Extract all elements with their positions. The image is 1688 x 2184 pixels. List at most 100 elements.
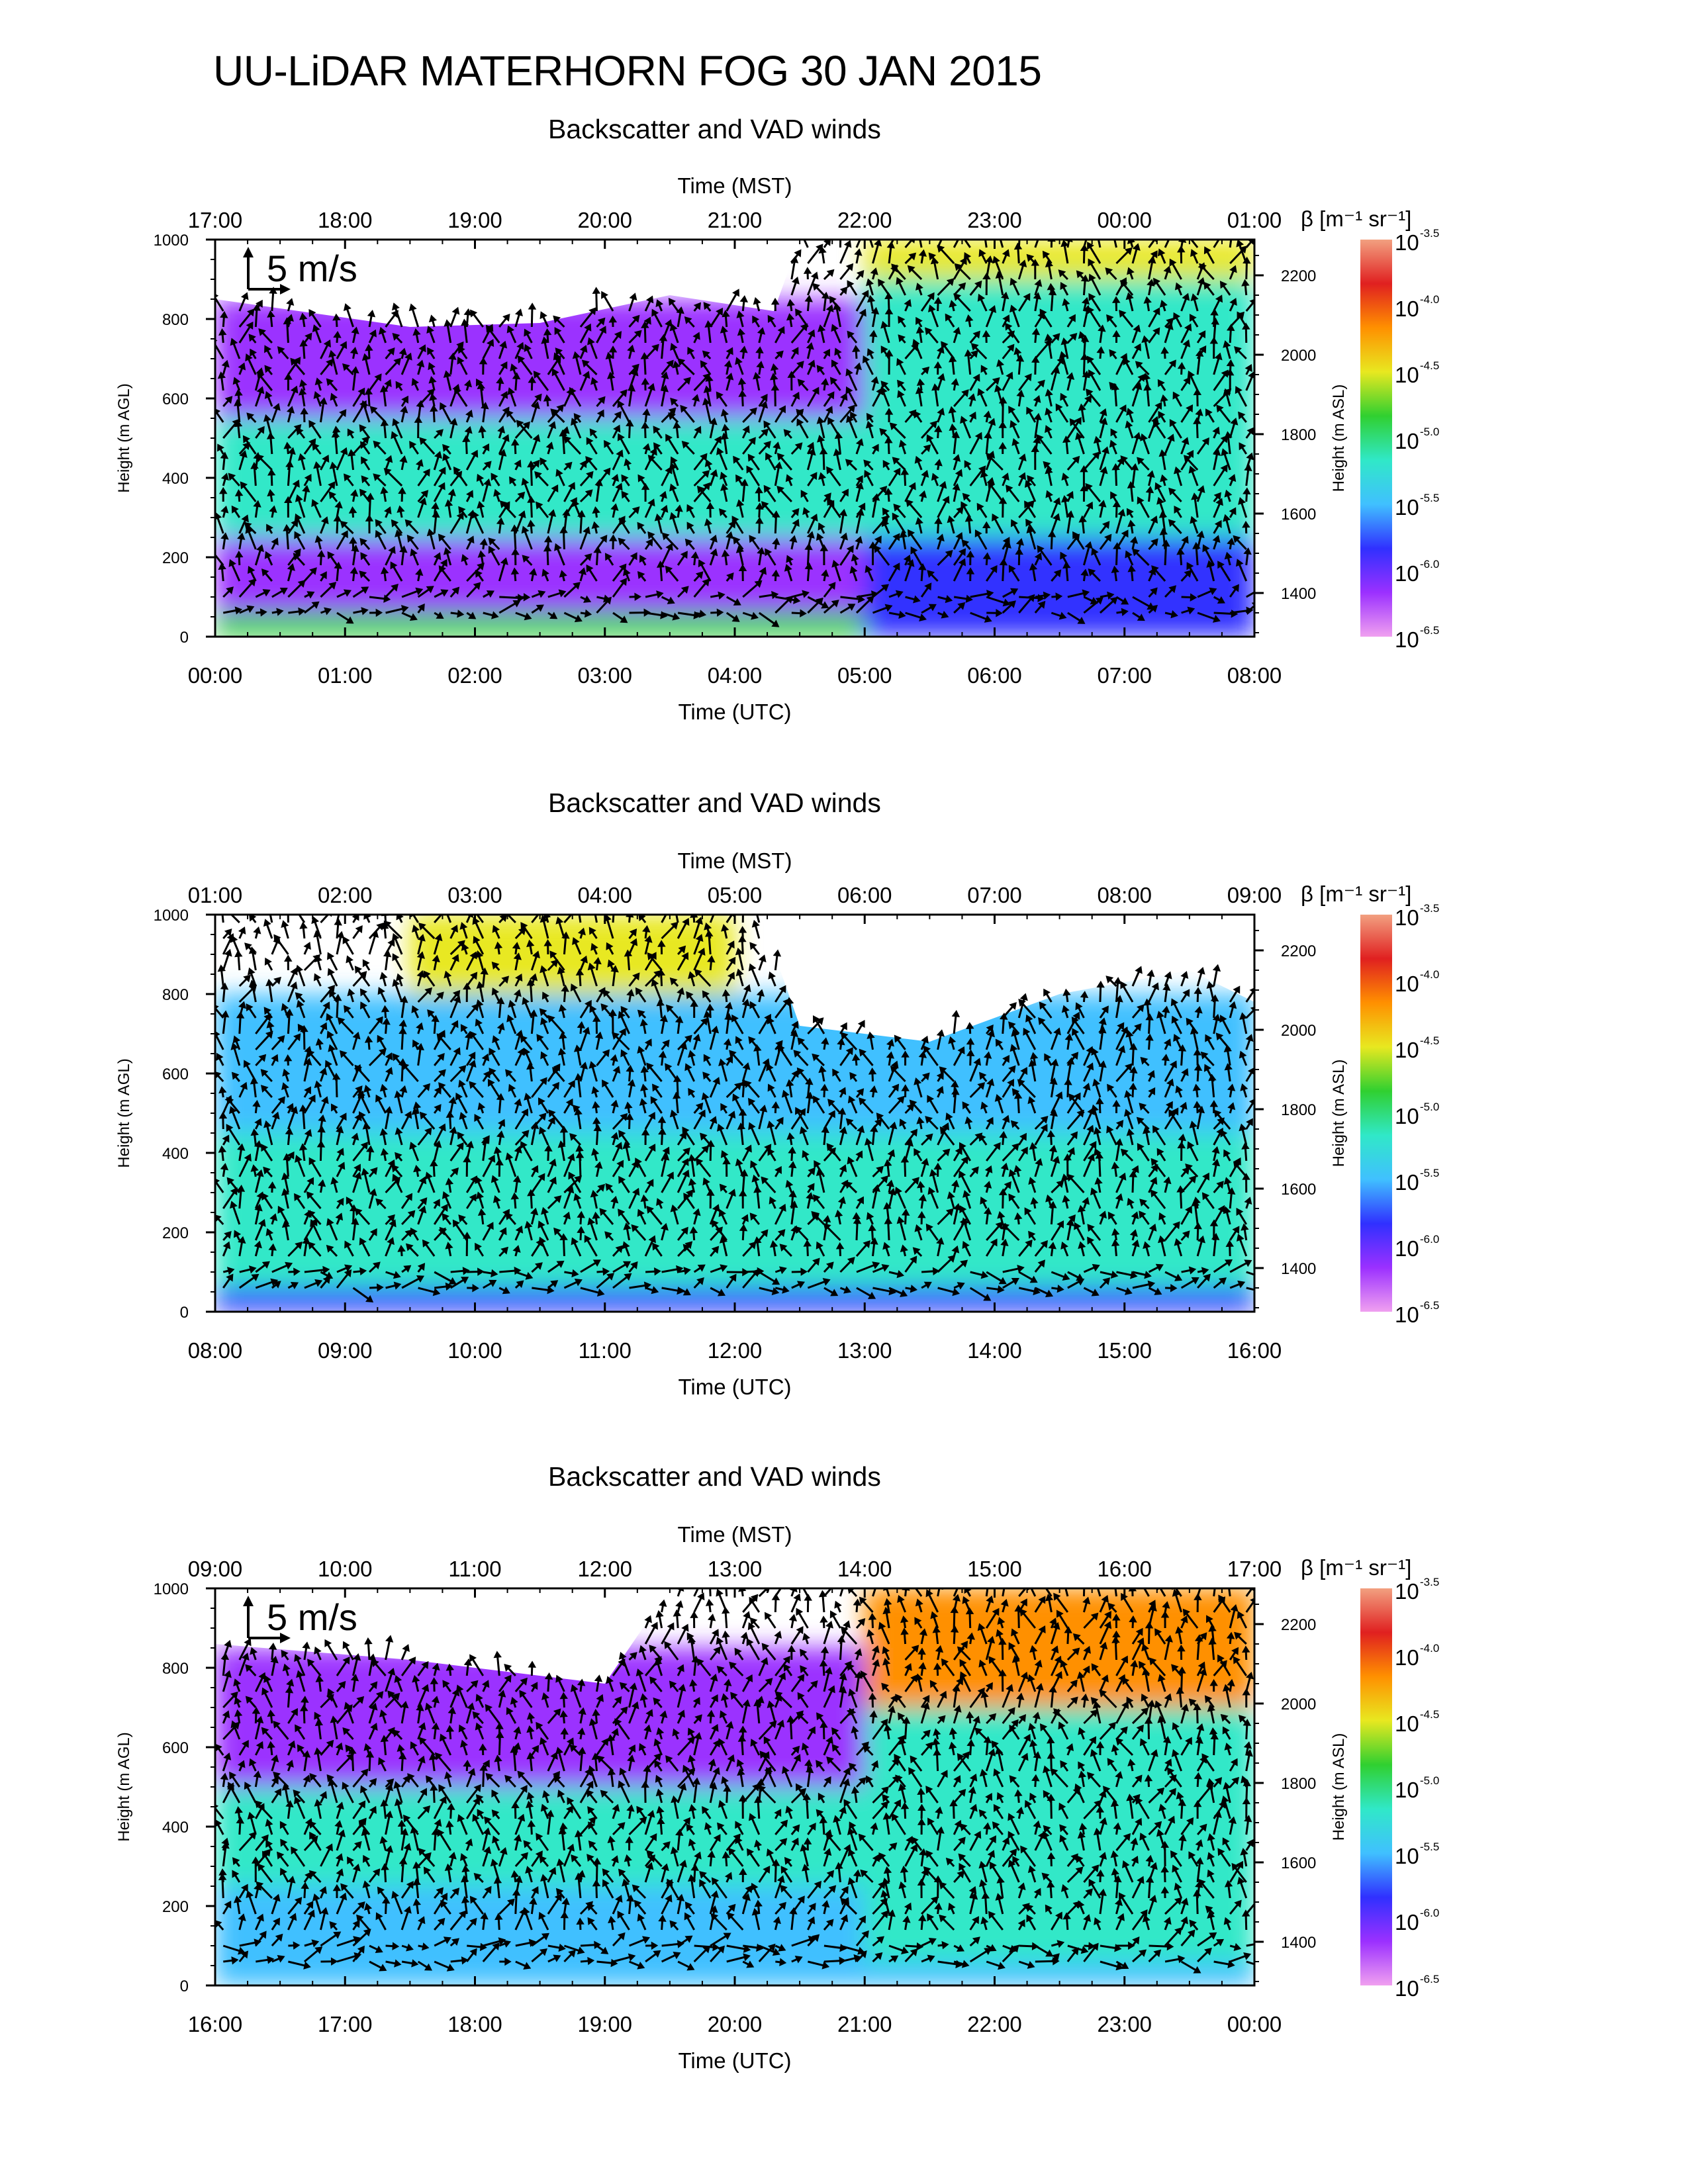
wind-vector-head (488, 545, 496, 554)
wind-vector-head (401, 395, 408, 404)
wind-vector-head (602, 1049, 610, 1058)
wind-vector-head (1210, 308, 1219, 316)
wind-vector-head (597, 317, 606, 326)
wind-vector-head (573, 413, 581, 422)
wind-vector-head (876, 1165, 884, 1174)
wind-vector-head (556, 1260, 565, 1268)
wind-vector-head (224, 928, 232, 936)
wind-vector-head (1008, 600, 1016, 608)
wind-vector-head (1182, 293, 1190, 301)
wind-vector-head (651, 978, 659, 987)
wind-vector-head (961, 1156, 968, 1165)
wind-vector-head (618, 1130, 626, 1138)
wind-vector-head (918, 1194, 927, 1202)
wind-vector-head (786, 1079, 794, 1087)
wind-vector-head (884, 1159, 892, 1167)
wind-vector-head (236, 1185, 246, 1192)
wind-vector-head (882, 1242, 891, 1250)
wind-vector-head (308, 1157, 316, 1165)
wind-vector-head (283, 1054, 293, 1062)
wind-vector-head (722, 1157, 731, 1165)
wind-vector-head (726, 531, 734, 539)
wind-vector-head (884, 292, 893, 299)
wind-vector-head (493, 488, 501, 497)
wind-vector-head (434, 451, 442, 459)
wind-vector-head (543, 535, 553, 543)
wind-vector-head (738, 390, 747, 397)
wind-vector-head (846, 415, 854, 424)
wind-vector-head (812, 1257, 820, 1266)
wind-vector-head (521, 1130, 530, 1138)
wind-vector-head (328, 491, 337, 500)
wind-vector-head (702, 350, 710, 359)
wind-vector-head (806, 531, 815, 539)
wind-vector (1245, 604, 1254, 614)
wind-vector-head (299, 379, 308, 387)
wind-vector-head (793, 596, 801, 604)
wind-vector-head (1011, 437, 1020, 446)
wind-vector-head (1002, 314, 1010, 323)
wind-vector-head (547, 1286, 555, 1295)
wind-vector-head (551, 368, 559, 377)
wind-vector-head (752, 315, 760, 324)
wind-vector-head (355, 1085, 363, 1094)
wind-vector-head (608, 1009, 617, 1017)
wind-vector-head (501, 976, 510, 984)
wind-vector-head (351, 1132, 359, 1141)
wind-vector-head (443, 370, 451, 379)
wind-vector-head (351, 544, 359, 553)
wind-vector-head (306, 1191, 314, 1200)
wind-vector-head (246, 605, 255, 614)
wind-vector-head (451, 1020, 459, 1028)
x-tick-label: 08:00 (1227, 663, 1282, 688)
wind-vector-head (247, 967, 256, 976)
wind-vector-head (790, 1029, 798, 1038)
wind-vector-head (784, 563, 792, 572)
wind-vector-head (729, 1273, 737, 1282)
wind-vector-head (494, 941, 503, 949)
wind-vector-head (700, 1132, 708, 1141)
wind-vector-head (539, 457, 547, 466)
wind-vector-head (220, 310, 228, 318)
wind-vector-head (395, 973, 404, 981)
wind-vector-head (438, 1069, 446, 1077)
wind-vector-head (799, 1126, 808, 1134)
wind-vector-head (460, 1024, 468, 1032)
wind-vector-head (269, 505, 277, 513)
wind-vector-head (540, 1017, 548, 1025)
wind-vector-head (720, 1150, 729, 1158)
wind-vector-head (1150, 250, 1158, 259)
wind-vector-head (714, 435, 722, 444)
wind-vector-head (681, 1158, 689, 1166)
wind-vector-head (1213, 492, 1221, 500)
wind-vector-head (381, 1005, 390, 1013)
wind-vector-head (244, 942, 252, 951)
wind-vector-head (823, 1223, 831, 1232)
wind-vector-head (558, 1004, 567, 1012)
wind-vector-head (1105, 267, 1113, 275)
wind-vector-head (618, 1028, 626, 1036)
wind-vector-head (575, 968, 585, 976)
wind-vector-head (962, 492, 970, 501)
y-tick-label: 600 (162, 390, 189, 408)
wind-vector-head (886, 1179, 895, 1187)
wind-vector-head (1203, 246, 1211, 255)
wind-vector-head (1159, 300, 1168, 308)
wind-vector-head (418, 344, 426, 353)
wind-vector-head (649, 447, 657, 456)
wind-vector-head (1119, 310, 1127, 318)
wind-vector-head (1224, 551, 1233, 560)
wind-vector-head (380, 419, 389, 427)
wind-vector-head (758, 954, 767, 963)
wind-vector-head (1087, 242, 1094, 250)
wind-vector-head (541, 569, 549, 577)
wind-vector-head (536, 604, 544, 612)
wind-vector-head (266, 1021, 275, 1028)
wind-vector-head (839, 508, 847, 517)
wind-vector-head (510, 1192, 520, 1200)
wind-vector-head (743, 984, 751, 993)
wind-vector-head (237, 1143, 246, 1151)
wind-vector-head (244, 1154, 252, 1162)
wind-vector-head (716, 307, 724, 316)
wind-vector-head (1098, 324, 1106, 332)
